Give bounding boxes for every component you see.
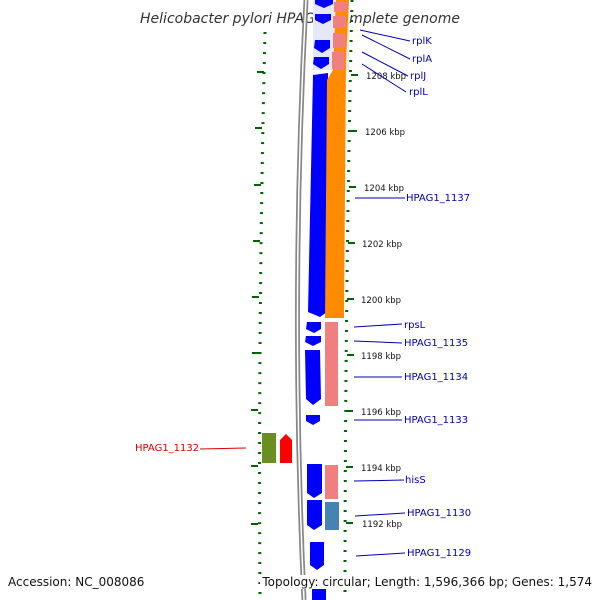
- map-title: Helicobacter pylori HPAG1, complete geno…: [140, 11, 460, 27]
- kbp-tick: 1192 kbp: [362, 520, 402, 530]
- gene-label-HPAG1_1132: HPAG1_1132: [135, 443, 199, 454]
- label-leader-red: [199, 447, 247, 450]
- cds-rplK: [315, 0, 333, 8]
- cds-HPAG1_1132: [280, 434, 292, 463]
- left-ruler: [258, 31, 267, 600]
- kbp-tick: 1208 kbp: [366, 72, 406, 82]
- kbp-tick: 1204 kbp: [364, 184, 404, 194]
- kbp-tick: 1202 kbp: [362, 240, 402, 250]
- gene-label-rplA: rplA: [412, 54, 432, 65]
- cds-HPAG1_1133: [306, 415, 320, 425]
- left-ruler-major-ticks: [251, 71, 264, 525]
- cds-HPAG1_1134: [305, 350, 321, 405]
- gene-label-HPAG1_1134: HPAG1_1134: [404, 372, 468, 383]
- cds-rplL: [313, 57, 329, 69]
- gene-label-HPAG1_1133: HPAG1_1133: [404, 415, 468, 426]
- kbp-tick: 1194 kbp: [361, 464, 401, 474]
- gene-label-rplL: rplL: [409, 87, 428, 98]
- pink-features: [325, 2, 347, 499]
- cds-rplA: [315, 14, 331, 24]
- cds-HPAG1_1137: [308, 73, 328, 317]
- cds-HPAG1_1129: [310, 542, 324, 570]
- kbp-tick: 1200 kbp: [361, 296, 401, 306]
- olive-feature: [262, 433, 276, 463]
- genome-backbone-inner: [296, 0, 307, 600]
- kbp-labels: 1208 kbp 1206 kbp 1204 kbp 1202 kbp 1200…: [361, 72, 406, 530]
- gene-label-rpsL: rpsL: [404, 320, 426, 331]
- kbp-tick: 1196 kbp: [361, 408, 401, 418]
- right-ruler-major-ticks: [346, 74, 358, 524]
- cds-features: [305, 0, 333, 600]
- gene-label-HPAG1_1129: HPAG1_1129: [407, 548, 471, 559]
- topology-text: Topology: circular; Length: 1,596,366 bp…: [260, 575, 592, 589]
- rrna-feature: [325, 0, 349, 318]
- kbp-tick: 1198 kbp: [361, 352, 401, 362]
- cds-HPAG1_1130: [307, 500, 322, 530]
- kbp-tick: 1206 kbp: [365, 128, 405, 138]
- label-leaders: [353, 29, 411, 557]
- steel-blue-feature: [325, 502, 339, 530]
- gene-labels: rplK rplA rplJ rplL HPAG1_1137 rpsL HPAG…: [135, 36, 471, 559]
- accession-text: Accession: NC_008086: [8, 575, 145, 589]
- gene-label-HPAG1_1130: HPAG1_1130: [407, 508, 471, 519]
- cds-rpsL: [306, 322, 321, 333]
- gene-label-HPAG1_1135: HPAG1_1135: [404, 338, 468, 349]
- cds-HPAG1_1135: [305, 336, 321, 346]
- gene-label-hisS: hisS: [405, 475, 426, 486]
- cds-rplJ: [314, 40, 330, 53]
- gene-label-rplJ: rplJ: [410, 71, 426, 82]
- cds-hisS: [307, 464, 322, 498]
- gene-label-HPAG1_1137: HPAG1_1137: [406, 193, 470, 204]
- gene-label-rplK: rplK: [412, 36, 432, 47]
- right-ruler: [343, 0, 354, 600]
